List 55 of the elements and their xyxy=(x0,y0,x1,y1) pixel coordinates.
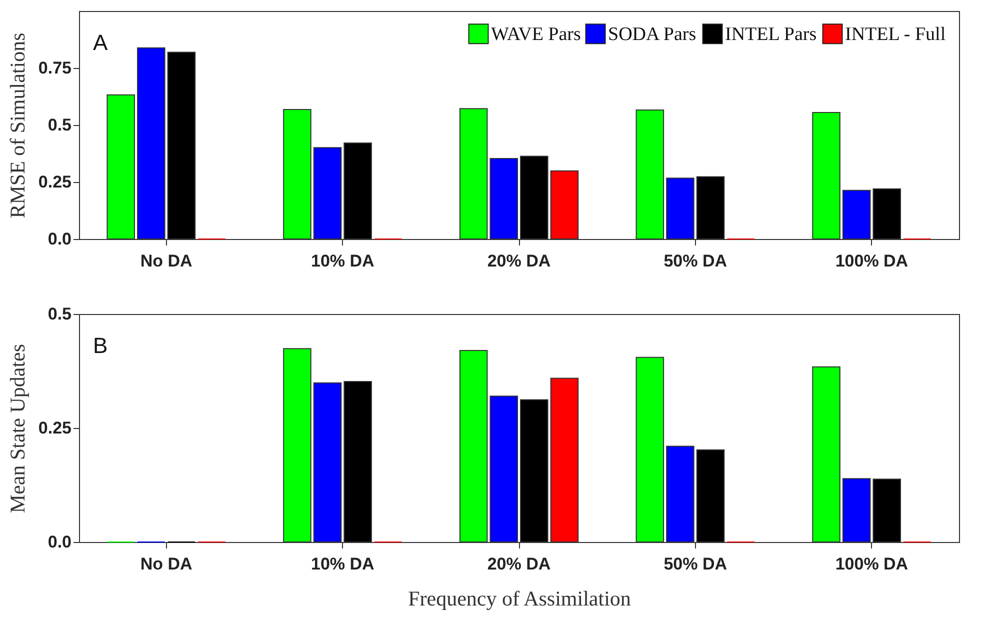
x-tick-label: 10% DA xyxy=(310,554,374,574)
bar xyxy=(520,156,548,240)
bar xyxy=(842,190,871,240)
bar xyxy=(812,366,840,542)
annotation: B xyxy=(93,333,108,358)
x-tick-label: No DA xyxy=(140,554,192,574)
y-tick-label: 0.5 xyxy=(48,116,72,134)
x-tick-label: 20% DA xyxy=(487,554,551,574)
x-axis-title: Frequency of Assimilation xyxy=(408,586,632,610)
bar xyxy=(636,356,664,542)
bar xyxy=(550,170,579,240)
bar xyxy=(872,188,901,240)
bar xyxy=(283,108,312,240)
bar xyxy=(666,446,694,542)
bar xyxy=(550,378,579,542)
bar xyxy=(137,47,166,240)
y-axis-title: Mean State Updates xyxy=(5,344,30,514)
y-tick-label: 0.25 xyxy=(38,172,72,192)
x-tick-label: 50% DA xyxy=(664,554,728,574)
x-tick-label: 100% DA xyxy=(835,554,908,574)
bar xyxy=(666,178,694,240)
bar xyxy=(490,158,518,240)
bar xyxy=(167,52,196,240)
bar xyxy=(344,142,372,240)
bar xyxy=(636,109,664,240)
bar xyxy=(344,380,372,542)
bar xyxy=(812,112,840,240)
bar xyxy=(459,108,488,240)
bar xyxy=(696,449,725,542)
legend-label: SODA Pars xyxy=(608,24,696,45)
bar xyxy=(490,396,518,542)
bar xyxy=(106,94,135,240)
x-tick-label: 100% DA xyxy=(835,252,908,270)
legend-label: INTEL Pars xyxy=(725,24,817,45)
y-tick-label: 0.5 xyxy=(48,304,72,324)
bar xyxy=(283,348,312,542)
y-tick-label: 0.25 xyxy=(38,418,72,438)
x-tick-label: 50% DA xyxy=(664,252,728,270)
x-tick-label: No DA xyxy=(140,252,192,270)
bar xyxy=(520,399,548,542)
bar xyxy=(313,147,342,240)
legend-label: WAVE Pars xyxy=(491,24,581,45)
bar xyxy=(872,478,901,542)
bar xyxy=(313,382,342,542)
annotation: A xyxy=(93,30,108,55)
y-tick-label: 0.75 xyxy=(38,58,72,78)
y-tick-label: 0.0 xyxy=(48,532,72,552)
bar xyxy=(842,478,871,542)
y-tick-label: 0.0 xyxy=(48,230,72,248)
x-tick-label: 10% DA xyxy=(310,252,374,270)
y-axis-title: RMSE of Simulations xyxy=(5,32,30,218)
legend-label: INTEL - Full xyxy=(845,24,946,45)
bar xyxy=(696,176,725,240)
bar xyxy=(459,350,488,542)
x-tick-label: 20% DA xyxy=(487,252,551,270)
